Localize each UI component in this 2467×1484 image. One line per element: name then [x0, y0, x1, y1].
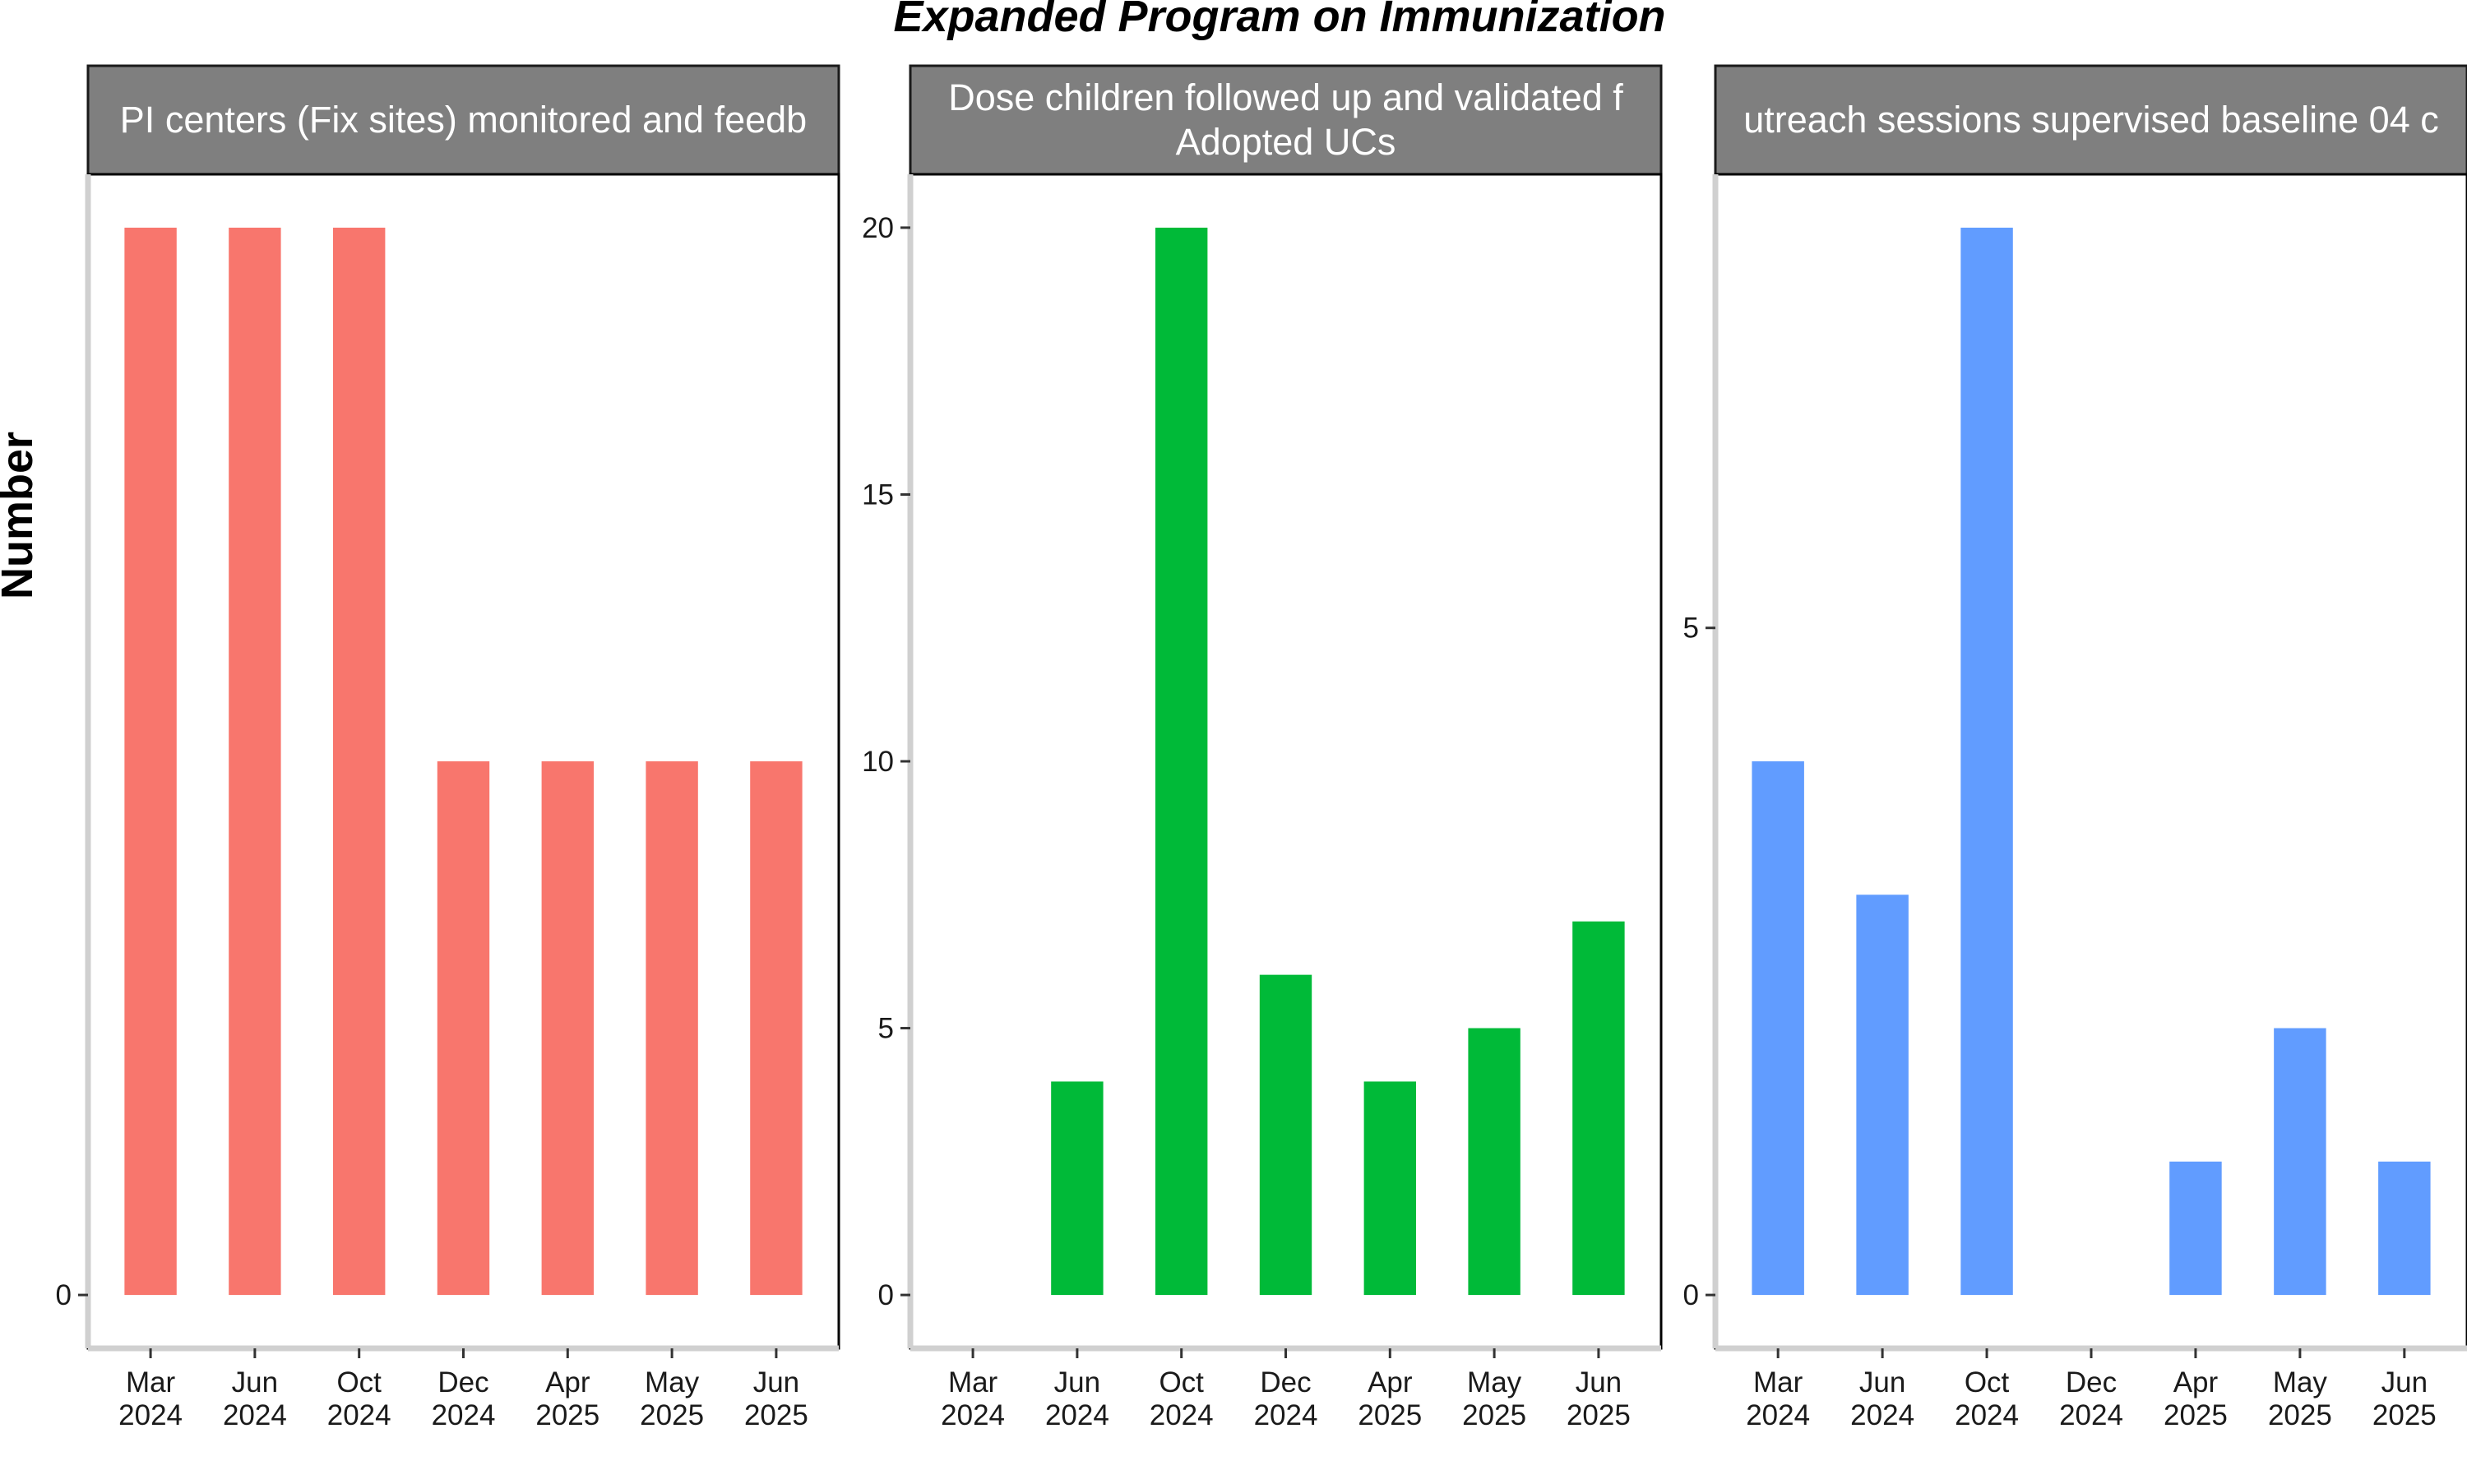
x-tick-label: 2024: [1955, 1399, 2019, 1431]
bar-1-5: [541, 761, 595, 1296]
facet-strip: [86, 64, 840, 176]
bar-1-6: [646, 761, 698, 1296]
facet-strip: [909, 64, 1663, 176]
x-tick-label: Apr: [545, 1366, 590, 1398]
bar-2-6: [1468, 1028, 1520, 1296]
x-tick-label: Apr: [1368, 1366, 1413, 1398]
x-tick-label: Mar: [948, 1366, 998, 1398]
bar-3-6: [2274, 1028, 2326, 1296]
x-tick-label: 2024: [1150, 1399, 1214, 1431]
bar-3-3: [1960, 227, 2013, 1296]
bar-1-4: [437, 761, 490, 1296]
x-tick-label: 2024: [1746, 1399, 1810, 1431]
x-tick-label: 2024: [118, 1399, 183, 1431]
y-tick-label: 0: [878, 1279, 894, 1311]
x-tick-label: Oct: [336, 1366, 382, 1398]
facet-panel-2: Dose children followed up and validated …: [862, 64, 1663, 1431]
facet-panels: PI centers (Fix sites) monitored and fee…: [56, 64, 2467, 1431]
y-tick-label: 15: [862, 478, 894, 511]
facet-strip-label: Adopted UCs: [1176, 121, 1396, 163]
x-tick-label: 2025: [2164, 1399, 2228, 1431]
x-tick-label: 2024: [1254, 1399, 1318, 1431]
x-tick-label: 2024: [327, 1399, 391, 1431]
bar-1-7: [750, 761, 803, 1296]
y-tick-label: 20: [862, 212, 894, 244]
x-tick-label: 2024: [941, 1399, 1005, 1431]
y-tick-label: 5: [1683, 613, 1699, 645]
x-tick-label: 2024: [1850, 1399, 1914, 1431]
panel-border: [1714, 173, 2467, 1350]
facet-strip-label: PI centers (Fix sites) monitored and fee…: [120, 99, 807, 141]
x-tick-label: Jun: [1576, 1366, 1622, 1398]
facet-strip-label: utreach sessions supervised baseline 04 …: [1743, 99, 2439, 141]
y-axis-title: Number: [0, 432, 42, 599]
bar-1-2: [229, 227, 281, 1296]
facet-strip: [1714, 64, 2467, 176]
x-tick-label: Mar: [1753, 1366, 1803, 1398]
x-tick-label: 2024: [2059, 1399, 2123, 1431]
x-tick-label: Dec: [2066, 1366, 2117, 1398]
bar-2-2: [1051, 1081, 1104, 1296]
x-tick-label: 2024: [223, 1399, 287, 1431]
x-tick-label: Oct: [1159, 1366, 1204, 1398]
chart-title: Expanded Program on Immunization: [893, 0, 1665, 41]
x-tick-label: 2025: [1462, 1399, 1526, 1431]
bar-1-1: [124, 227, 177, 1296]
x-tick-label: 2024: [1045, 1399, 1109, 1431]
y-tick-label: 0: [1683, 1279, 1699, 1311]
x-tick-label: Apr: [2173, 1366, 2219, 1398]
x-tick-label: 2025: [640, 1399, 704, 1431]
bar-2-4: [1259, 974, 1312, 1296]
bar-3-7: [2378, 1161, 2431, 1296]
facet-strip-label: Dose children followed up and validated …: [948, 76, 1623, 118]
bar-3-5: [2169, 1161, 2222, 1296]
x-tick-label: Oct: [1965, 1366, 2010, 1398]
x-tick-label: Jun: [1859, 1366, 1905, 1398]
bar-2-7: [1572, 921, 1625, 1296]
x-tick-label: Jun: [753, 1366, 799, 1398]
facet-panel-1: PI centers (Fix sites) monitored and fee…: [56, 64, 840, 1431]
x-tick-label: Dec: [437, 1366, 488, 1398]
x-tick-label: 2025: [2268, 1399, 2332, 1431]
bar-3-2: [1856, 895, 1909, 1296]
x-tick-label: 2025: [744, 1399, 808, 1431]
bar-3-1: [1752, 761, 1804, 1296]
x-tick-label: May: [645, 1366, 700, 1398]
x-tick-label: 2025: [2372, 1399, 2437, 1431]
facet-panel-3: utreach sessions supervised baseline 04 …: [1683, 64, 2467, 1431]
y-tick-label: 10: [862, 746, 894, 778]
bar-2-3: [1155, 227, 1208, 1296]
x-tick-label: Mar: [126, 1366, 176, 1398]
bar-2-5: [1363, 1081, 1417, 1296]
x-tick-label: May: [1467, 1366, 1522, 1398]
x-tick-label: 2025: [535, 1399, 599, 1431]
bar-1-3: [332, 227, 386, 1296]
x-tick-label: 2025: [1567, 1399, 1631, 1431]
x-tick-label: Jun: [232, 1366, 278, 1398]
x-tick-label: May: [2273, 1366, 2328, 1398]
x-tick-label: Jun: [2381, 1366, 2428, 1398]
x-tick-label: Dec: [1260, 1366, 1311, 1398]
x-tick-label: 2024: [432, 1399, 496, 1431]
y-tick-label: 0: [56, 1279, 72, 1311]
x-tick-label: Jun: [1054, 1366, 1100, 1398]
x-tick-label: 2025: [1358, 1399, 1422, 1431]
y-tick-label: 5: [878, 1013, 894, 1045]
